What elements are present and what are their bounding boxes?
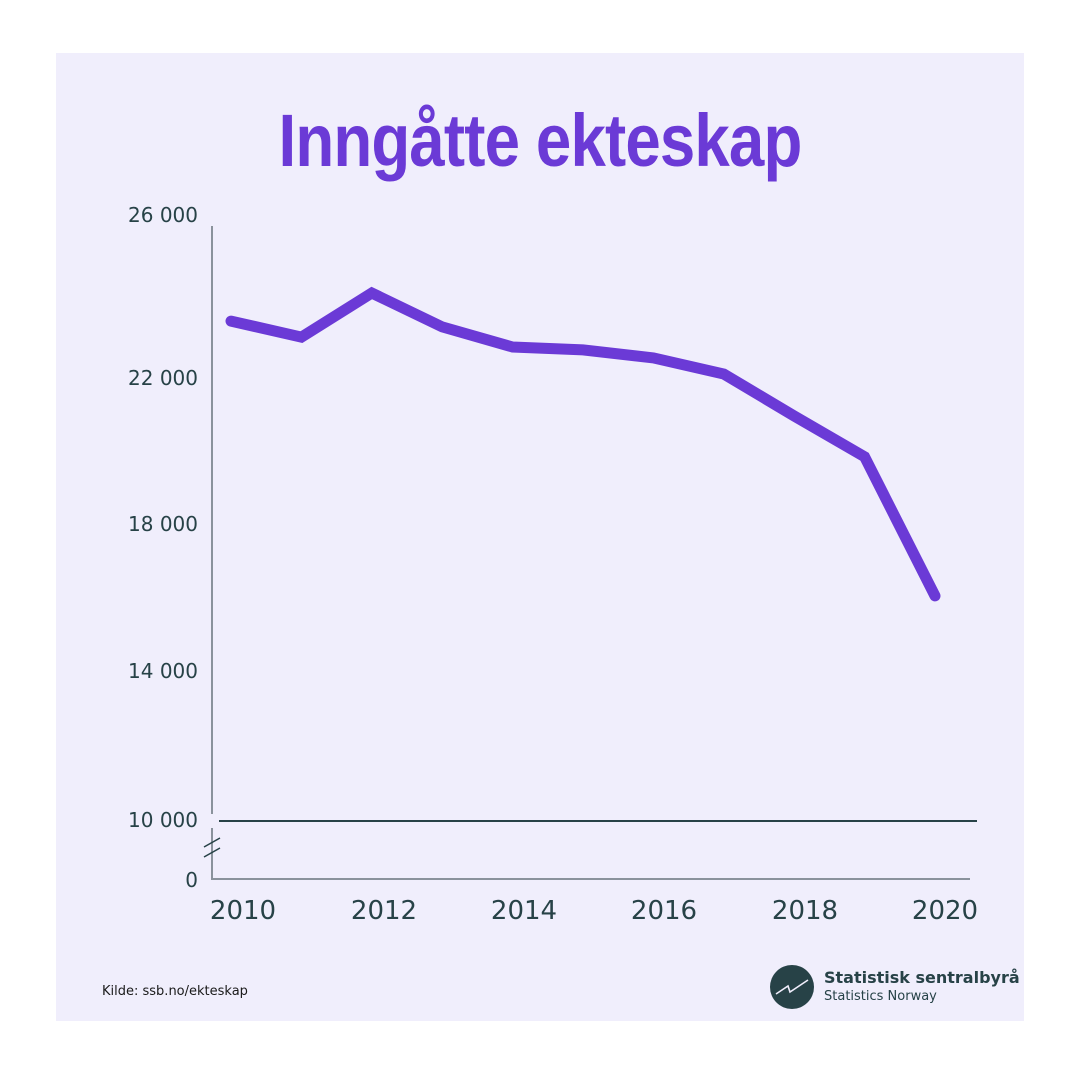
- series-line: [225, 286, 941, 602]
- y-tick-label: 18 000: [128, 512, 198, 536]
- source-note: Kilde: ssb.no/ekteskap: [102, 984, 248, 999]
- ssb-logo-icon: [770, 965, 814, 1009]
- y-tick-label: 22 000: [128, 366, 198, 390]
- logo-subtitle: Statistics Norway: [824, 989, 937, 1004]
- x-tick-label: 2018: [772, 896, 838, 926]
- y-tick-label: 10 000: [128, 808, 198, 832]
- chart-panel: [56, 53, 1024, 1021]
- x-tick-label: 2012: [351, 896, 417, 926]
- y-tick-label: 0: [185, 868, 198, 892]
- x-tick-label: 2020: [912, 896, 978, 926]
- ssb-logo: Statistisk sentralbyrå Statistics Norway: [770, 965, 1020, 1009]
- y-tick-label: 14 000: [128, 659, 198, 683]
- x-tick-label: 2014: [491, 896, 557, 926]
- x-tick-label: 2010: [210, 896, 276, 926]
- logo-name: Statistisk sentralbyrå: [824, 968, 1020, 987]
- x-tick-label: 2016: [631, 896, 697, 926]
- chart-title: Inngåtte ekteskap: [278, 99, 803, 182]
- axis-break-icon: [203, 837, 221, 858]
- y-tick-label: 26 000: [128, 203, 198, 227]
